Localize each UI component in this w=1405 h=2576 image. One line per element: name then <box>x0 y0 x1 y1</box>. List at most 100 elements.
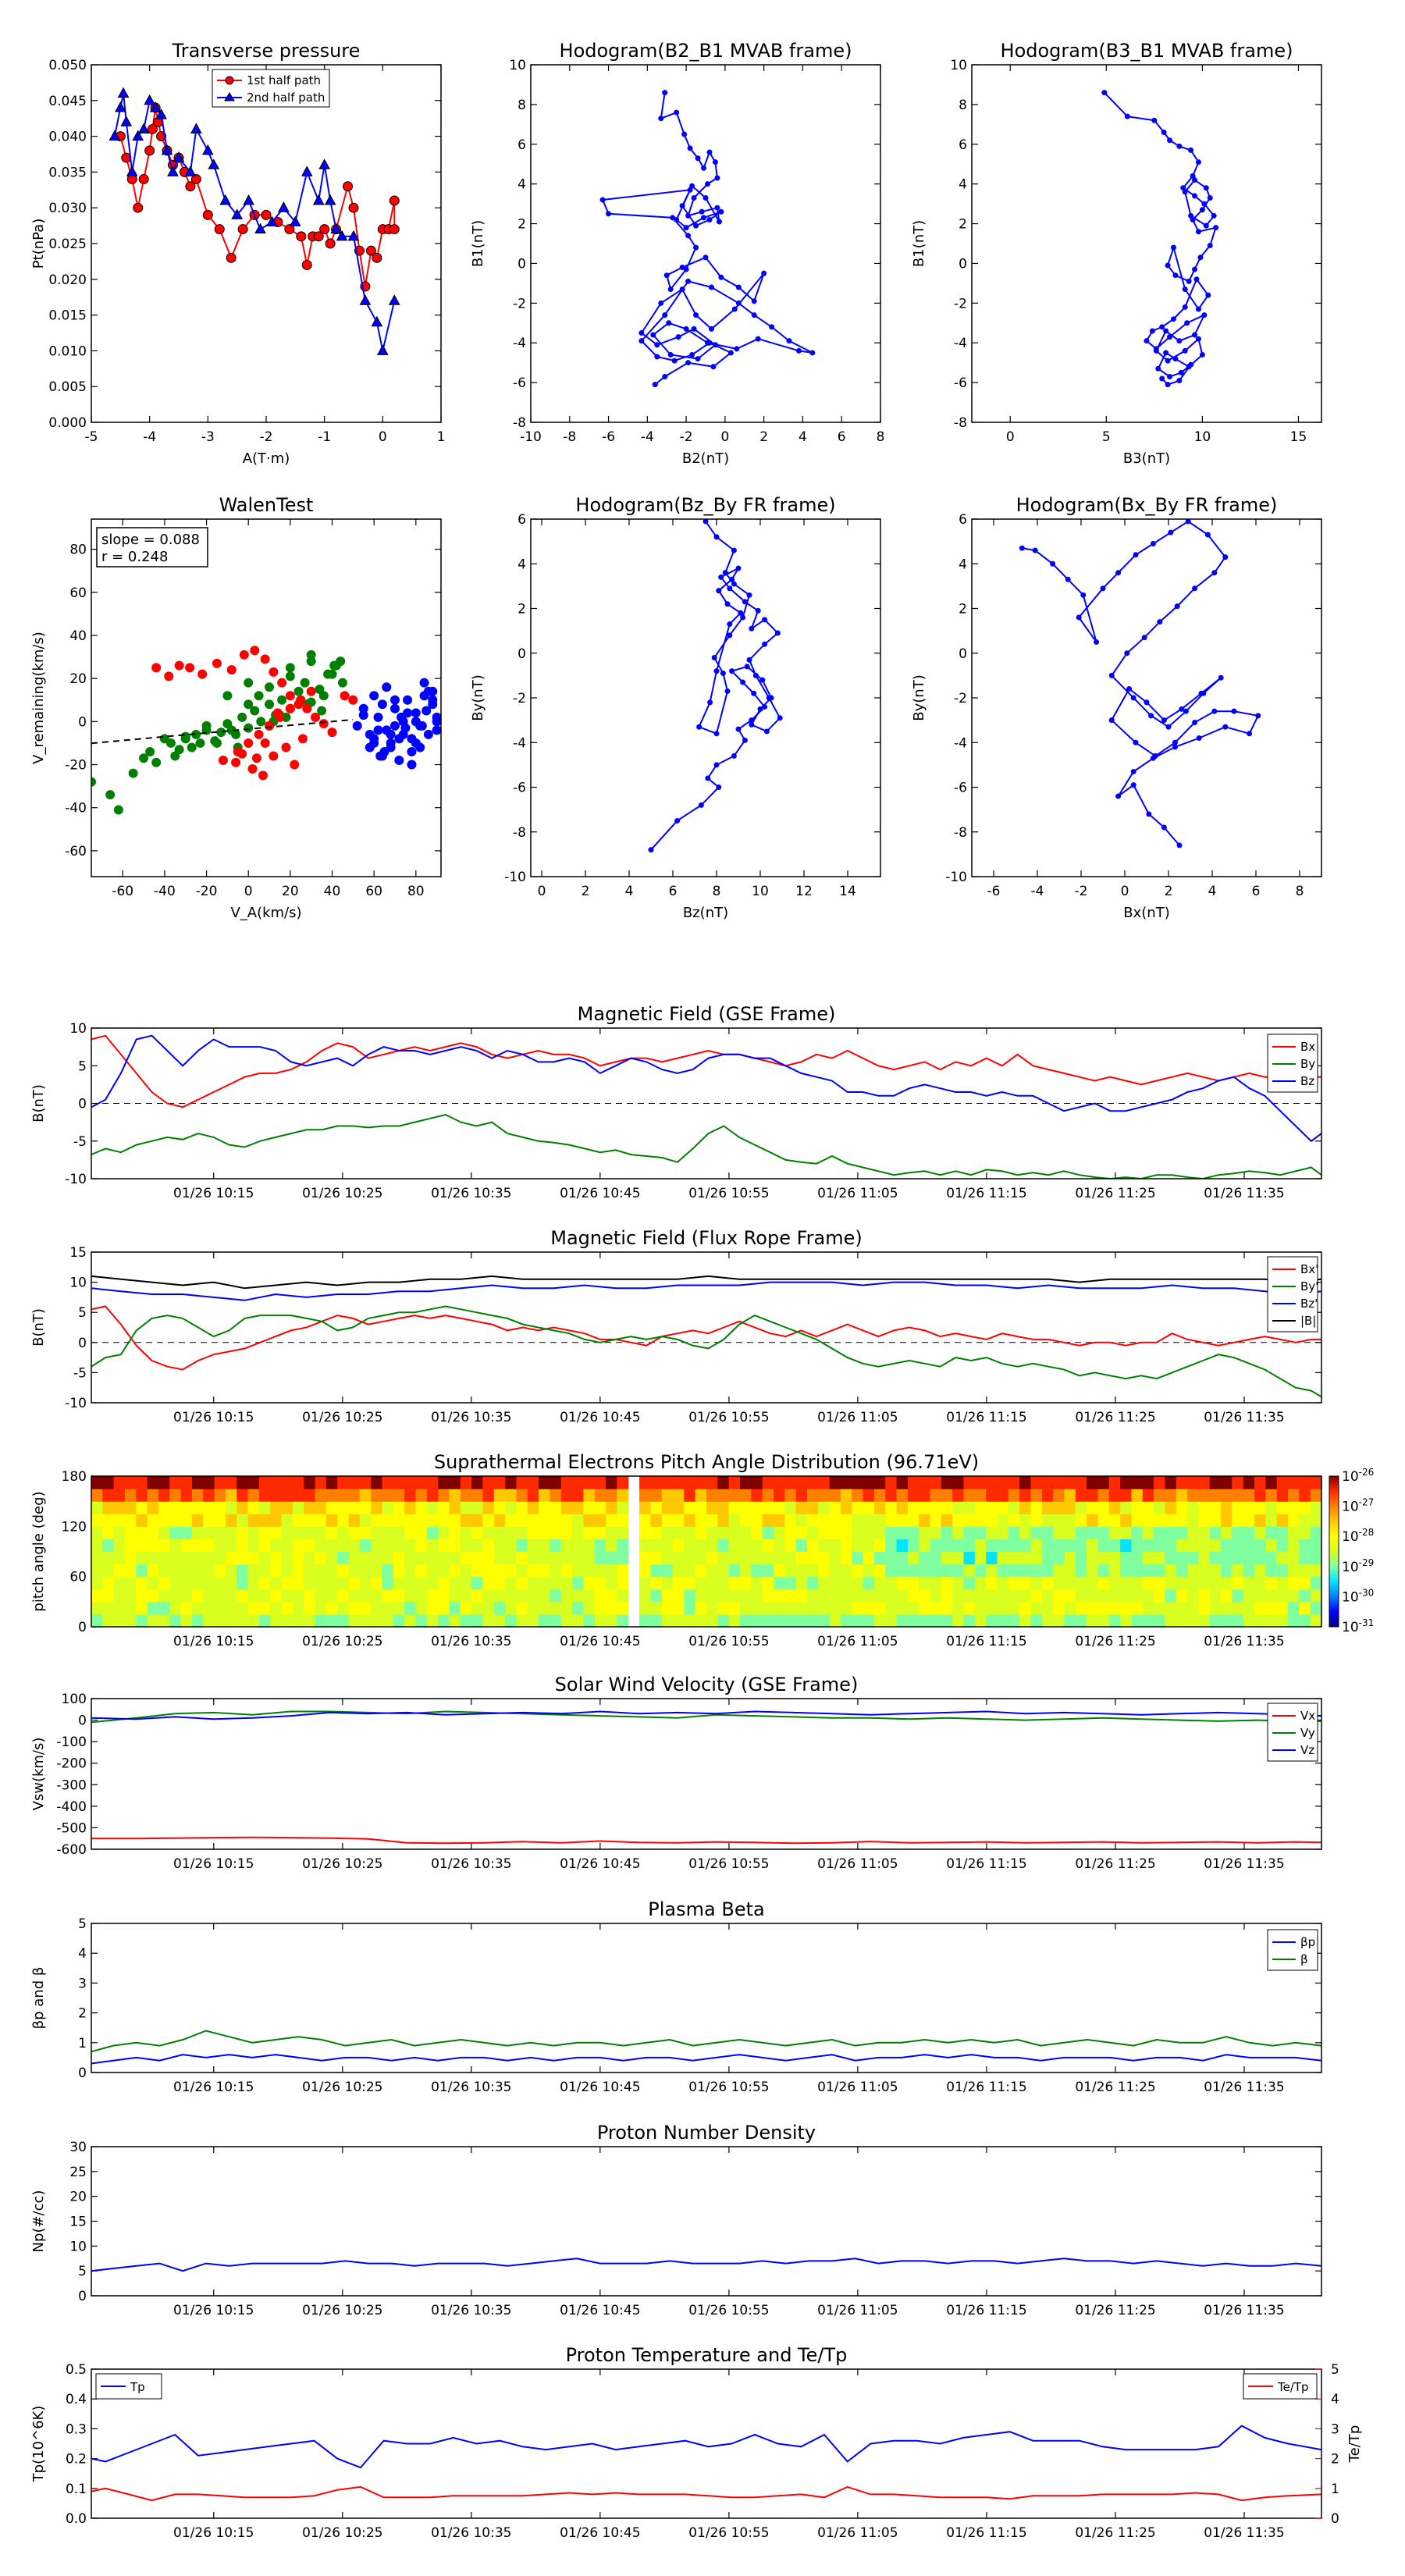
scatter-point-blue <box>373 712 383 722</box>
heatmap-cell <box>806 1514 819 1527</box>
heatmap-cell <box>717 1601 730 1615</box>
hodogram-point <box>706 149 713 155</box>
heatmap-cell <box>1008 1501 1020 1514</box>
heatmap-cell <box>102 1501 115 1514</box>
hodogram-line <box>650 521 781 851</box>
x-tick-label: 2 <box>1165 884 1173 899</box>
heatmap-cell <box>1108 1551 1121 1565</box>
heatmap-cell <box>852 1539 864 1553</box>
heatmap-cell <box>751 1551 763 1565</box>
heatmap-cell <box>717 1476 730 1489</box>
heatmap-cell <box>952 1614 965 1628</box>
heatmap-cell <box>237 1614 249 1628</box>
hodogram-point <box>1211 708 1218 714</box>
heatmap-cell <box>795 1576 808 1590</box>
heatmap-cell <box>583 1589 596 1603</box>
heatmap-cell <box>594 1576 606 1590</box>
heatmap-cell <box>1299 1526 1311 1540</box>
heatmap-cell <box>1276 1501 1289 1514</box>
heatmap-cell <box>873 1501 886 1514</box>
heatmap-cell <box>739 1614 752 1628</box>
heatmap-cell <box>516 1551 528 1565</box>
hodogram-point <box>695 356 701 362</box>
heatmap-cell <box>247 1576 260 1590</box>
heatmap-cell <box>1299 1564 1311 1578</box>
hodogram-point <box>685 360 692 366</box>
data-point <box>190 123 202 133</box>
heatmap-cell <box>382 1601 394 1615</box>
heatmap-cell <box>1064 1501 1076 1514</box>
heatmap-cell <box>818 1501 831 1514</box>
y-tick-label: -5 <box>73 1365 87 1381</box>
heatmap-cell <box>237 1601 249 1615</box>
y-tick-label: -10 <box>945 870 967 885</box>
heatmap-cell <box>1299 1589 1311 1603</box>
panel-title: Hodogram(Bz_By FR frame) <box>575 494 835 516</box>
data-point <box>336 229 348 241</box>
heatmap-cell <box>191 1589 204 1603</box>
heatmap-cell <box>415 1501 428 1514</box>
heatmap-cell <box>415 1601 428 1615</box>
hodogram-point <box>751 298 757 304</box>
heatmap-cell <box>1087 1501 1099 1514</box>
heatmap-cell <box>639 1489 651 1502</box>
heatmap-cell <box>583 1476 596 1489</box>
heatmap-cell <box>337 1614 350 1628</box>
heatmap-cell <box>661 1526 674 1540</box>
heatmap-cell <box>1221 1476 1232 1489</box>
plot-frame <box>971 64 1322 423</box>
heatmap-cell <box>572 1614 584 1628</box>
heatmap-cell <box>673 1589 685 1603</box>
heatmap-cell <box>706 1514 718 1527</box>
heatmap-cell <box>359 1551 372 1565</box>
heatmap-cell <box>214 1514 226 1527</box>
heatmap-cell <box>1198 1476 1211 1489</box>
y-tick-label: 0.4 <box>66 2392 87 2407</box>
heatmap-cell <box>1120 1589 1133 1603</box>
heatmap-cell <box>527 1564 539 1578</box>
r-text: r = 0.248 <box>101 549 168 565</box>
heatmap-cell <box>102 1514 115 1527</box>
heatmap-cell <box>1176 1576 1188 1590</box>
heatmap-cell <box>438 1476 450 1489</box>
heatmap-cell <box>315 1576 327 1590</box>
heatmap-cell <box>1221 1539 1232 1553</box>
hodogram-point <box>735 726 742 732</box>
heatmap-cell <box>1243 1551 1255 1565</box>
hodogram-point <box>1222 724 1229 730</box>
y-tick-label: -10 <box>65 1396 87 1411</box>
y-tick-label: 0 <box>518 256 526 272</box>
y-tick-label: 10 <box>69 2239 87 2254</box>
heatmap-cell <box>337 1514 350 1527</box>
x-tick-label: 10 <box>752 884 769 899</box>
hodogram-point <box>1186 278 1192 284</box>
heatmap-cell <box>482 1551 495 1565</box>
series-line-Bz' <box>91 1281 1321 1301</box>
heatmap-cell <box>852 1564 864 1578</box>
data-point <box>144 145 155 156</box>
heatmap-cell <box>325 1551 338 1565</box>
heatmap-cell <box>471 1589 484 1603</box>
heatmap-cell <box>449 1614 461 1628</box>
heatmap-cell <box>1254 1526 1266 1540</box>
heatmap-cell <box>493 1589 506 1603</box>
heatmap-cell <box>191 1564 204 1578</box>
heatmap-cell <box>505 1614 518 1628</box>
heatmap-cell <box>1131 1501 1144 1514</box>
heatmap-cell <box>728 1526 741 1540</box>
heatmap-cell <box>169 1564 182 1578</box>
x-tick-label: -3 <box>201 429 215 445</box>
heatmap-cell <box>986 1576 998 1590</box>
heatmap-cell <box>337 1601 350 1615</box>
heatmap-cell <box>1019 1614 1032 1628</box>
x-tick-label: -40 <box>154 884 176 899</box>
x-tick-label: 01/26 10:45 <box>560 2080 640 2095</box>
data-point <box>313 231 324 242</box>
x-tick-label: 01/26 10:35 <box>431 1410 511 1425</box>
y-tick-label: -20 <box>65 758 87 774</box>
x-tick-label: 01/26 10:15 <box>173 1186 254 1201</box>
heatmap-cell <box>315 1601 327 1615</box>
legend-label: Vz <box>1300 1743 1314 1757</box>
y-tick-label: -60 <box>65 844 87 859</box>
heatmap-cell <box>1209 1526 1222 1540</box>
